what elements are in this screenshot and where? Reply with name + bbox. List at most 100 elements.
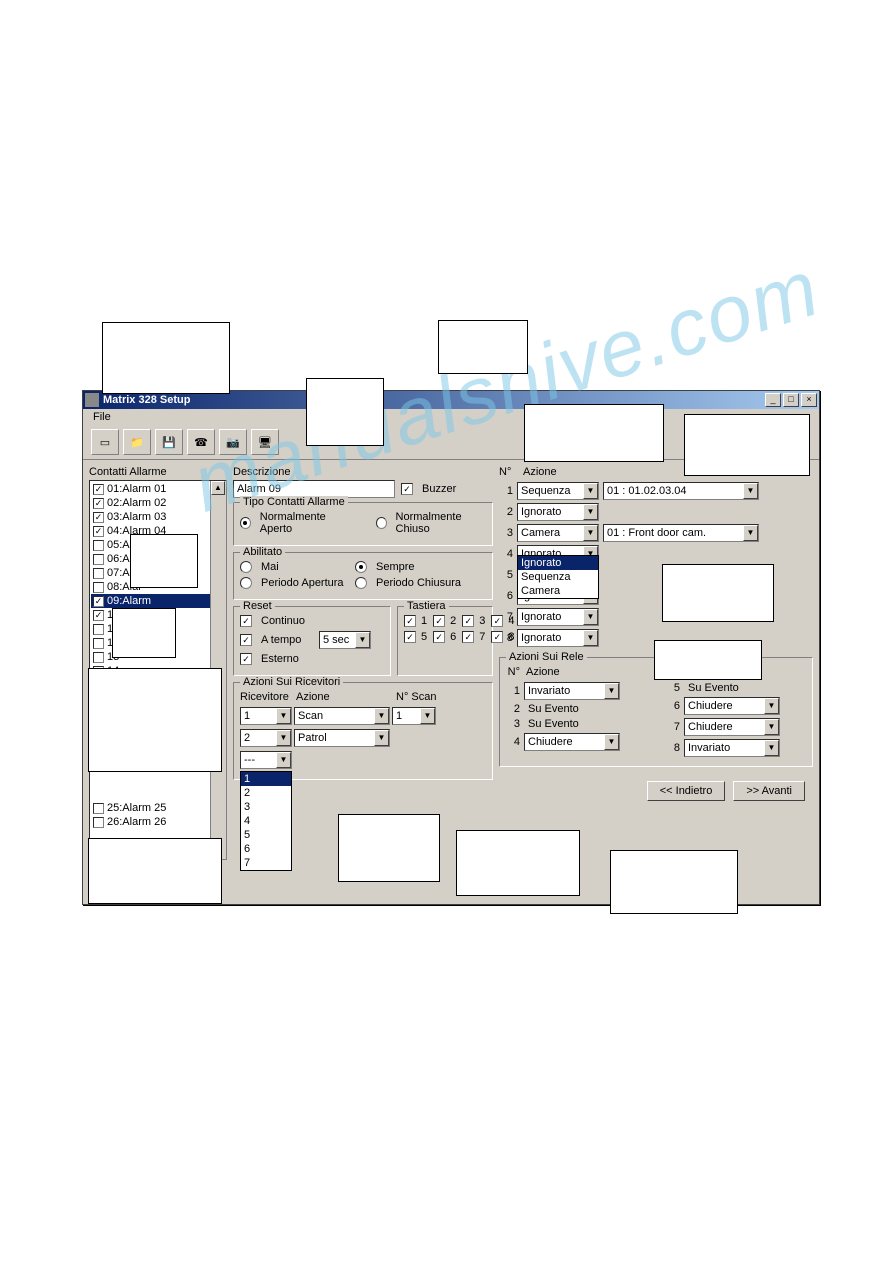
reset-atempo-check[interactable] <box>240 634 252 646</box>
alarm-checkbox[interactable] <box>93 652 104 663</box>
buzzer-checkbox[interactable] <box>401 483 413 495</box>
dropdown-arrow-icon[interactable]: ▼ <box>583 609 598 625</box>
tastiera-check-2[interactable] <box>433 615 445 627</box>
alarm-checkbox[interactable] <box>93 638 104 649</box>
dropdown-arrow-icon[interactable]: ▼ <box>604 734 619 750</box>
alarm-checkbox[interactable] <box>93 582 104 593</box>
alarm-checkbox[interactable] <box>93 498 104 509</box>
azione-select[interactable]: Camera▼ <box>517 524 599 542</box>
azione-extra-select[interactable]: 01 : 01.02.03.04▼ <box>603 482 759 500</box>
tipo-chiuso-radio[interactable] <box>376 517 387 529</box>
next-button[interactable]: >> Avanti <box>733 781 805 801</box>
dropdown-arrow-icon[interactable]: ▼ <box>276 708 291 724</box>
alarm-list-item[interactable]: 09:Alarm <box>91 594 225 608</box>
alarm-checkbox[interactable] <box>93 484 104 495</box>
azione-dropdown-item[interactable]: Ignorato <box>518 556 598 570</box>
ricevitore-select[interactable]: 1▼ <box>240 707 292 725</box>
toolbar-device3[interactable]: 🖥 <box>251 429 279 455</box>
abil-apertura-radio[interactable] <box>240 577 252 589</box>
dropdown-arrow-icon[interactable]: ▼ <box>276 752 291 768</box>
toolbar-open[interactable]: 📁 <box>123 429 151 455</box>
alarm-checkbox[interactable] <box>93 540 104 551</box>
back-button[interactable]: << Indietro <box>647 781 726 801</box>
rele-select[interactable]: Invariato▼ <box>684 739 780 757</box>
dropdown-arrow-icon[interactable]: ▼ <box>374 708 389 724</box>
tipo-aperto-radio[interactable] <box>240 517 251 529</box>
toolbar-device2[interactable]: 📷 <box>219 429 247 455</box>
toolbar-new[interactable]: ▭ <box>91 429 119 455</box>
dropdown-arrow-icon[interactable]: ▼ <box>420 708 435 724</box>
alarm-checkbox[interactable] <box>93 624 104 635</box>
ric-nscan-select[interactable]: 1▼ <box>392 707 436 725</box>
abil-mai-radio[interactable] <box>240 561 252 573</box>
close-button[interactable]: × <box>801 393 817 407</box>
alarm-checkbox[interactable] <box>93 526 104 537</box>
dropdown-arrow-icon[interactable]: ▼ <box>743 483 758 499</box>
dropdown-arrow-icon[interactable]: ▼ <box>764 698 779 714</box>
dropdown-arrow-icon[interactable]: ▼ <box>583 504 598 520</box>
ric-dropdown-item[interactable]: 3 <box>241 800 291 814</box>
minimize-button[interactable]: _ <box>765 393 781 407</box>
abil-sempre-radio[interactable] <box>355 561 367 573</box>
scroll-up-button[interactable]: ▲ <box>211 481 225 495</box>
tastiera-check-5[interactable] <box>404 631 416 643</box>
dropdown-arrow-icon[interactable]: ▼ <box>604 683 619 699</box>
toolbar-device1[interactable]: ☎ <box>187 429 215 455</box>
dropdown-arrow-icon[interactable]: ▼ <box>583 525 598 541</box>
dropdown-arrow-icon[interactable]: ▼ <box>583 630 598 646</box>
alarm-list-item[interactable]: 26:Alarm 26 <box>91 815 209 829</box>
rele-select[interactable]: Chiudere▼ <box>524 733 620 751</box>
azione-dropdown-item[interactable]: Sequenza <box>518 570 598 584</box>
toolbar-save[interactable]: 💾 <box>155 429 183 455</box>
ric-dropdown-item[interactable]: 6 <box>241 842 291 856</box>
ricevitore-dropdown-list[interactable]: 1234567 <box>240 771 292 871</box>
dropdown-arrow-icon[interactable]: ▼ <box>374 730 389 746</box>
ric-dropdown-item[interactable]: 5 <box>241 828 291 842</box>
azione-select[interactable]: Sequenza▼ <box>517 482 599 500</box>
alarm-checkbox[interactable] <box>93 803 104 814</box>
alarm-checkbox[interactable] <box>93 568 104 579</box>
alarm-list-item[interactable]: 01:Alarm 01 <box>91 482 225 496</box>
dropdown-arrow-icon[interactable]: ▼ <box>764 740 779 756</box>
rele-select[interactable]: Chiudere▼ <box>684 718 780 736</box>
ric-azione-select[interactable]: Patrol▼ <box>294 729 390 747</box>
tastiera-check-6[interactable] <box>433 631 445 643</box>
alarm-list-item[interactable]: 02:Alarm 02 <box>91 496 225 510</box>
dropdown-arrow-icon[interactable]: ▼ <box>743 525 758 541</box>
rele-select[interactable]: Chiudere▼ <box>684 697 780 715</box>
alarm-checkbox[interactable] <box>93 610 104 621</box>
reset-continuo-check[interactable] <box>240 615 252 627</box>
alarm-checkbox[interactable] <box>93 512 104 523</box>
azione-select[interactable]: Ignorato▼ <box>517 503 599 521</box>
ric-dropdown-item[interactable]: 2 <box>241 786 291 800</box>
reset-esterno-check[interactable] <box>240 653 252 665</box>
rele-select[interactable]: Invariato▼ <box>524 682 620 700</box>
alarm-checkbox[interactable] <box>93 596 104 607</box>
tastiera-check-3[interactable] <box>462 615 474 627</box>
reset-tempo-select[interactable]: 5 sec ▼ <box>319 631 371 649</box>
alarm-list-item[interactable]: 03:Alarm 03 <box>91 510 225 524</box>
ricevitore-select-open[interactable]: --- ▼ <box>240 751 292 769</box>
abil-chiusura-radio[interactable] <box>355 577 367 589</box>
dropdown-arrow-icon[interactable]: ▼ <box>583 483 598 499</box>
maximize-button[interactable]: □ <box>783 393 799 407</box>
azione-extra-select[interactable]: 01 : Front door cam.▼ <box>603 524 759 542</box>
alarm-list-item[interactable]: 25:Alarm 25 <box>91 801 209 815</box>
tastiera-check-7[interactable] <box>462 631 474 643</box>
ric-dropdown-item[interactable]: 4 <box>241 814 291 828</box>
ric-dropdown-item[interactable]: 1 <box>241 772 291 786</box>
menu-file[interactable]: File <box>87 409 117 425</box>
azione-select[interactable]: Ignorato▼ <box>517 608 599 626</box>
azione-select[interactable]: Ignorato▼ <box>517 629 599 647</box>
dropdown-arrow-icon[interactable]: ▼ <box>764 719 779 735</box>
alarm-checkbox[interactable] <box>93 554 104 565</box>
azione-dropdown-item[interactable]: Camera <box>518 584 598 598</box>
dropdown-arrow-icon[interactable]: ▼ <box>355 632 370 648</box>
alarm-checkbox[interactable] <box>93 817 104 828</box>
azione-dropdown-list[interactable]: IgnoratoSequenzaCamera <box>517 555 599 599</box>
dropdown-arrow-icon[interactable]: ▼ <box>276 730 291 746</box>
ric-azione-select[interactable]: Scan▼ <box>294 707 390 725</box>
ricevitore-select[interactable]: 2▼ <box>240 729 292 747</box>
ric-dropdown-item[interactable]: 7 <box>241 856 291 870</box>
tastiera-check-1[interactable] <box>404 615 416 627</box>
